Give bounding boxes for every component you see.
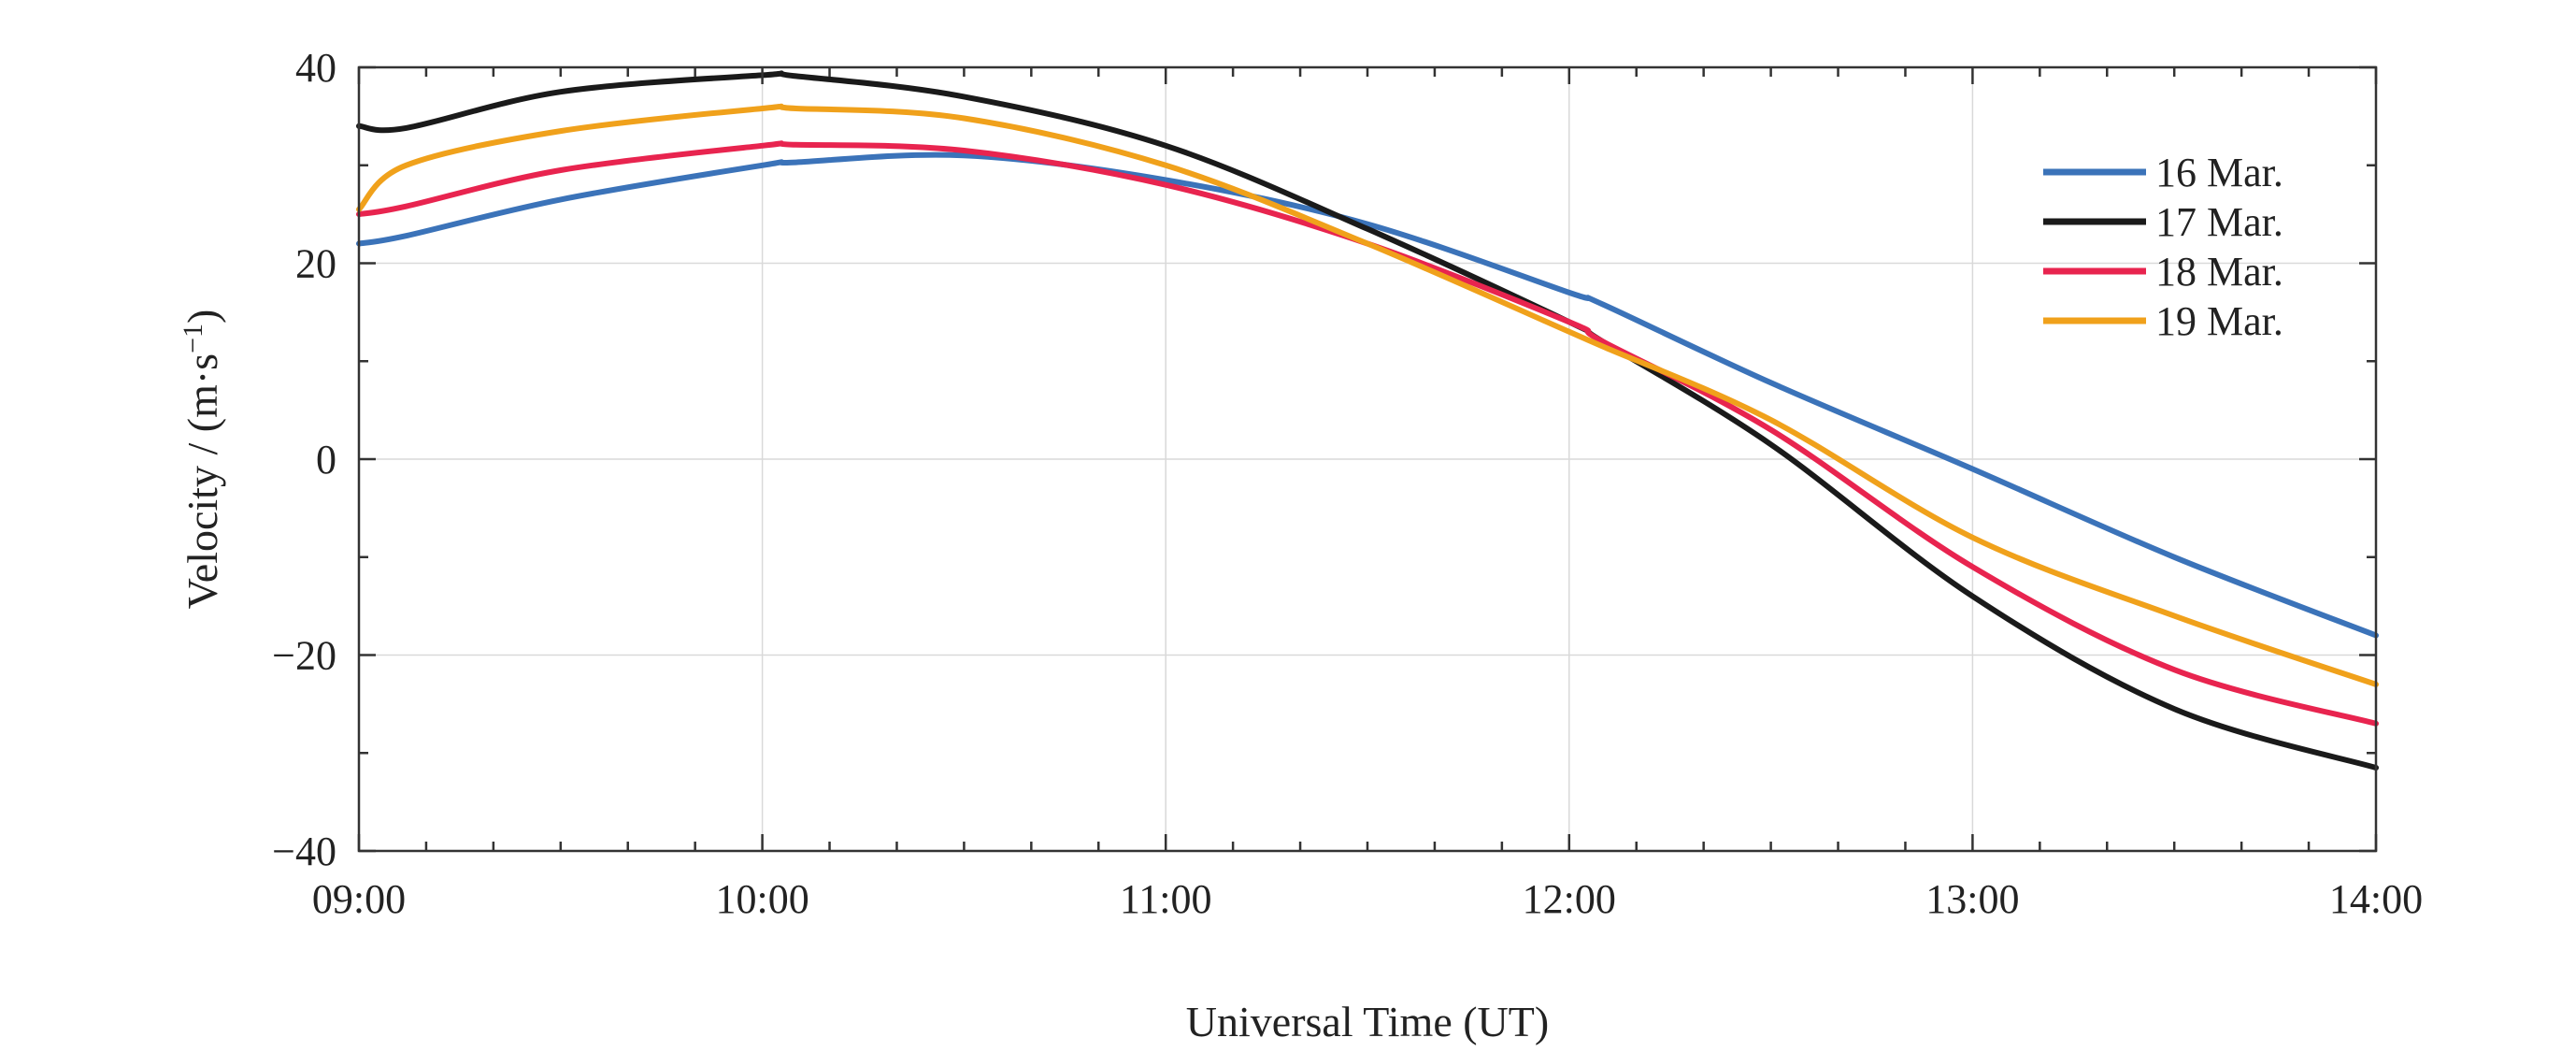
series-lines	[356, 70, 2379, 771]
legend-label-19-mar: 19 Mar.	[2155, 298, 2283, 344]
legend: 16 Mar.17 Mar.18 Mar.19 Mar.	[2043, 150, 2283, 344]
x-axis-title: Universal Time (UT)	[1186, 998, 1549, 1045]
y-tick-label: −40	[272, 829, 336, 874]
series-line-16-mar	[356, 151, 2379, 639]
series-line-19-mar	[356, 103, 2379, 687]
y-tick-labels: −40 −20 0 20 40	[272, 45, 336, 874]
grid	[358, 66, 2377, 852]
y-axis-title-superscript: −1	[178, 324, 208, 353]
x-tick-label: 11:00	[1120, 876, 1212, 922]
x-tick-label: 09:00	[312, 876, 406, 922]
x-tick-label: 13:00	[1925, 876, 2019, 922]
x-tick-label: 12:00	[1523, 876, 1616, 922]
x-tick-labels: 09:00 10:00 11:00 12:00 13:00 14:00	[312, 876, 2423, 922]
series-line-17-mar	[356, 70, 2379, 771]
x-tick-label: 14:00	[2329, 876, 2423, 922]
y-axis-title: Velocity / (m·s−1)	[178, 310, 226, 610]
y-tick-label: 40	[295, 45, 336, 91]
legend-label-16-mar: 16 Mar.	[2155, 150, 2283, 195]
y-tick-label: 0	[316, 437, 336, 483]
y-tick-label: 20	[295, 241, 336, 287]
legend-label-17-mar: 17 Mar.	[2155, 199, 2283, 245]
x-tick-label: 10:00	[715, 876, 809, 922]
axis-ticks	[357, 65, 2378, 853]
legend-label-18-mar: 18 Mar.	[2155, 249, 2283, 295]
y-axis-title-close: )	[179, 310, 226, 324]
y-tick-label: −20	[272, 633, 336, 679]
y-axis-title-main: Velocity / (m·s	[179, 353, 226, 609]
